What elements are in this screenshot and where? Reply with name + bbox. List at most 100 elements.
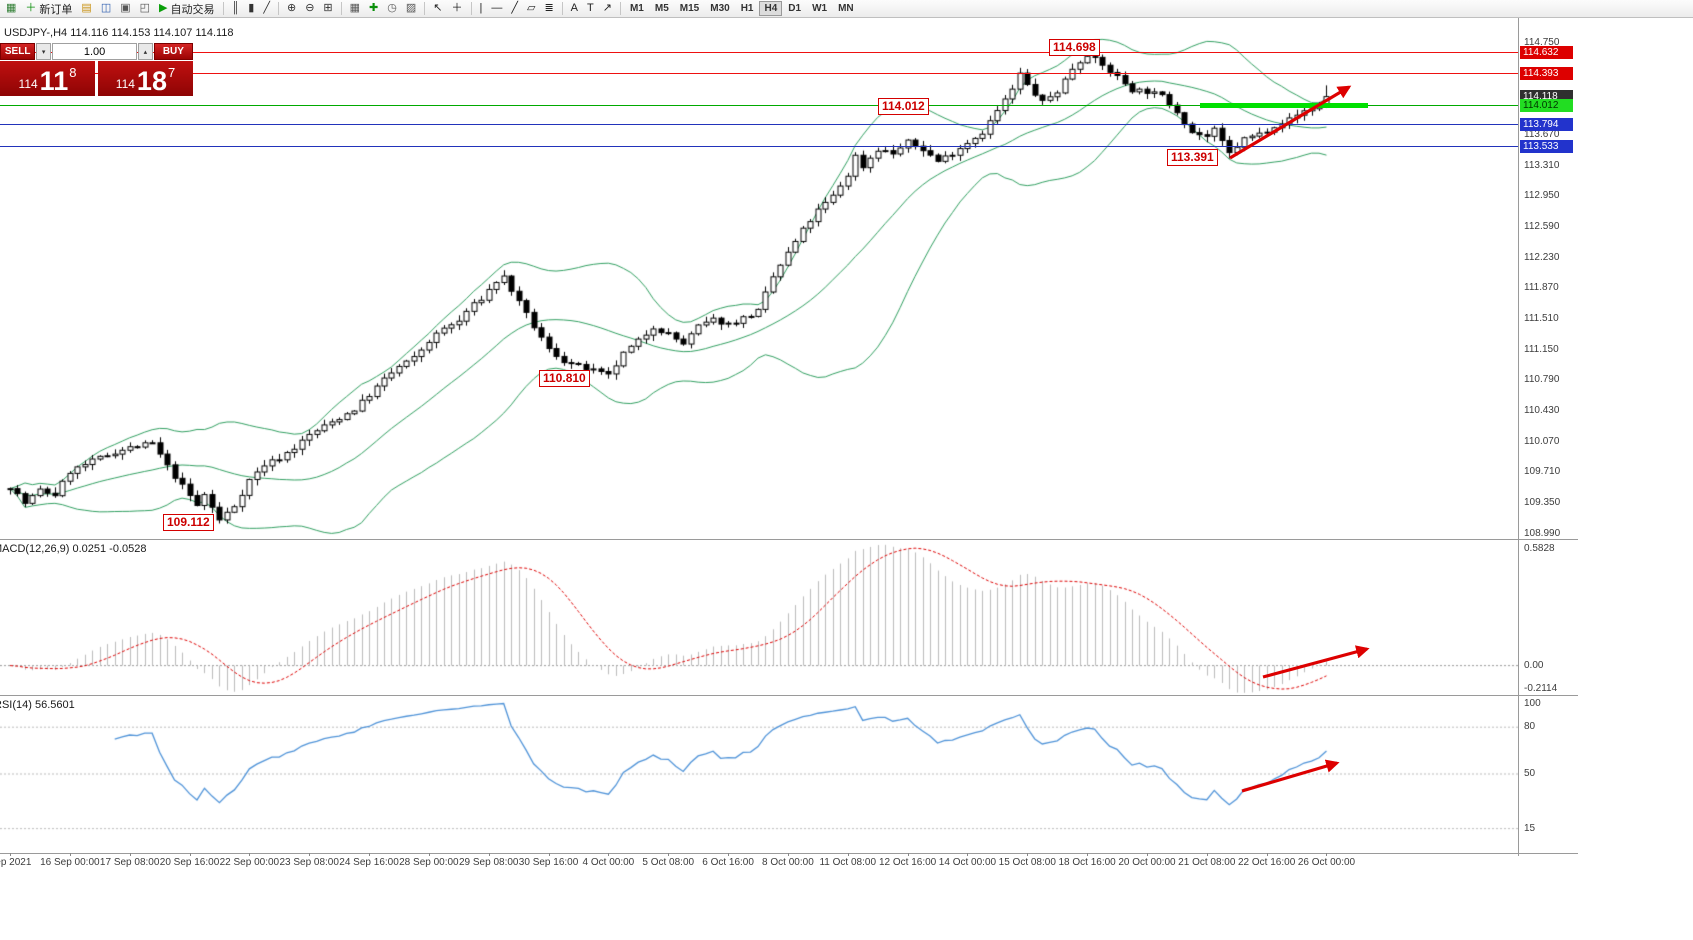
profile-button[interactable]: ▤ [77,1,95,17]
timeframe-m1-button[interactable]: M1 [625,1,649,16]
vertical-line-button[interactable]: | [476,1,487,17]
price-axis-tick: 113.310 [1524,159,1560,171]
price-axis-tick: 109.350 [1524,497,1561,509]
time-label: 23 Sep 08:00 [279,857,339,868]
autotrading-button[interactable]: ▶ 自动交易 [155,1,218,17]
chart-plus-icon: ▦ [6,2,17,14]
trendline-button[interactable]: ╱ [507,1,522,17]
volume-input[interactable] [52,43,138,60]
volume-increase-button[interactable]: ▴ [138,43,153,60]
clock-icon: ◷ [387,2,397,14]
main-chart-canvas[interactable] [0,18,1518,539]
time-label: 28 Sep 00:00 [399,857,459,868]
time-axis-tick [309,853,311,856]
volume-decrease-button[interactable]: ▾ [36,43,52,60]
timeframe-d1-button[interactable]: D1 [783,1,806,16]
crosshair-button[interactable]: ＋ [448,1,467,17]
buy-button[interactable]: BUY [153,43,193,60]
zoom-out-button[interactable]: ⊖ [301,1,318,17]
indicator-axis-tick: 0.5828 [1524,543,1555,554]
bid-pip: 8 [69,65,77,80]
timeframe-m15-button[interactable]: M15 [675,1,704,16]
resistance-line-114632[interactable] [0,52,1518,54]
new-order-button[interactable]: ＋新订单 [21,1,76,17]
price-tag-113794: 113.794 [1520,117,1573,131]
price-axis-tick: 110.430 [1524,405,1560,417]
zoom-in-button[interactable]: ⊕ [283,1,300,17]
time-label: 5 Oct 08:00 [642,857,695,868]
time-axis-tick [1027,853,1029,856]
print-preview-button[interactable]: ◰ [136,1,154,17]
tline-icon: ╱ [511,2,518,14]
time-axis-tick [1326,853,1328,856]
time-axis-tick [69,853,71,856]
indicator-axis-tick: -0.2114 [1524,683,1558,694]
channel-button[interactable]: ▱ [523,1,539,17]
time-axis-tick [907,853,909,856]
add-indicator-button[interactable]: ✚ [365,1,382,17]
toolbar-separator [222,2,224,15]
line-chart-button[interactable]: ╱ [259,1,274,17]
sell-button[interactable]: SELL [0,43,36,60]
label-icon: T [587,2,594,14]
zoom-in-icon: ⊕ [286,2,297,14]
timeframe-m30-button[interactable]: M30 [705,1,734,16]
time-label: Sep 2021 [0,857,32,868]
play-icon: ▶ [159,2,168,14]
price-annotation-113391[interactable]: 113.391 [1167,149,1218,166]
time-axis-tick [787,853,789,856]
highlighted-support-segment[interactable] [1200,103,1368,109]
time-axis-tick [967,853,969,856]
time-axis-tick [1146,853,1148,856]
support-line-114012[interactable] [0,105,1518,107]
arrows-icon: ↗ [602,2,612,14]
price-annotation-114698[interactable]: 114.698 [1049,39,1100,56]
price-axis-tick: 111.150 [1524,343,1559,355]
resistance-line-114393[interactable] [0,72,1518,74]
bid-price-display[interactable]: 114 11 8 [0,61,95,96]
periods-button[interactable]: ◷ [383,1,401,17]
horizontal-line-button[interactable]: — [487,1,506,17]
price-annotation-110810[interactable]: 110.810 [539,370,590,387]
template-icon: ▨ [405,2,417,14]
support-line-113794[interactable] [0,123,1518,125]
bar-chart-button[interactable]: ║ [228,1,244,17]
text-label-button[interactable]: T [583,1,598,17]
print-button[interactable]: ▣ [116,1,134,17]
auto-arrange-button[interactable]: ▦ [346,1,364,17]
candlestick-chart-button[interactable]: ▮ [244,1,258,17]
timeframe-h1-button[interactable]: H1 [736,1,759,16]
panel-splitter[interactable] [0,695,1578,696]
arrows-button[interactable]: ↗ [599,1,616,17]
timeframe-h4-button[interactable]: H4 [759,1,783,16]
price-axis-tick: 109.710 [1524,466,1561,478]
new-chart-button[interactable]: ▦ [2,1,20,17]
price-axis-tick: 112.950 [1524,190,1560,202]
panel-splitter[interactable] [0,539,1578,540]
indicator-axis-tick: 100 [1524,698,1541,709]
tile-windows-button[interactable]: ⊞ [319,1,336,17]
price-annotation-114012[interactable]: 114.012 [878,98,929,115]
cursor-button[interactable]: ↖ [429,1,446,17]
market-watch-button[interactable]: ◫ [97,1,115,17]
time-axis-tick [10,853,11,856]
text-button[interactable]: A [567,1,582,17]
timeframe-m5-button[interactable]: M5 [650,1,674,16]
time-axis-tick [249,853,251,856]
fibonacci-button[interactable]: ≣ [540,1,557,17]
price-annotation-109112[interactable]: 109.112 [163,514,214,531]
rsi-panel-canvas[interactable] [0,696,1518,852]
indicator-add-icon: ✚ [369,2,379,14]
candles-icon: ▮ [248,2,255,14]
macd-panel-canvas[interactable] [0,540,1518,695]
price-axis-tick: 113.670 [1524,128,1560,140]
toolbar-separator [277,2,279,15]
ask-price-display[interactable]: 114 18 7 [98,61,193,96]
timeframe-mn-button[interactable]: MN [833,1,859,16]
tile-icon: ⊞ [323,2,333,14]
support-line-113533[interactable] [0,146,1518,147]
price-axis-tick: 110.070 [1524,435,1560,447]
templates-button[interactable]: ▨ [402,1,420,17]
time-label: 16 Sep 00:00 [40,857,100,868]
timeframe-w1-button[interactable]: W1 [807,1,832,16]
